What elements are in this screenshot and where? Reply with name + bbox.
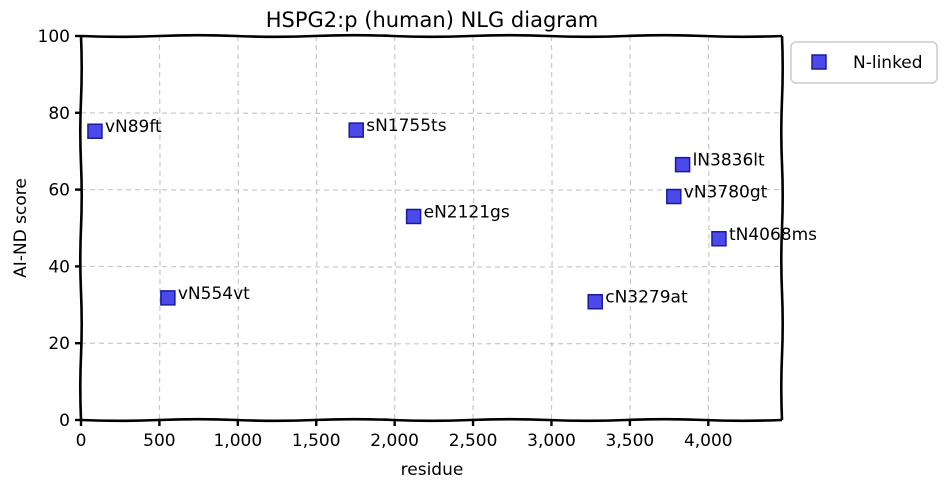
chart-title: HSPG2:p (human) NLG diagram — [266, 8, 599, 32]
legend-marker — [811, 54, 827, 70]
data-point-marker — [711, 231, 727, 247]
data-point-marker — [674, 156, 691, 173]
y-tick-label: 0 — [59, 411, 70, 431]
y-grid-line — [80, 112, 783, 114]
data-point-marker — [666, 188, 682, 205]
data-points: vN89ft vN554vt sN1755ts eN2121gs cN3279at vN3… — [87, 116, 817, 310]
x-grid-line — [550, 35, 553, 421]
x-tick-label: 2,000 — [370, 431, 419, 451]
legend-box — [790, 41, 938, 84]
data-point-marker — [587, 293, 603, 310]
frame-bottom — [80, 417, 783, 423]
frame-right — [780, 35, 784, 421]
x-tick-label: 3,000 — [527, 431, 576, 451]
x-grid-line — [472, 35, 475, 421]
x-tick-label: 2,500 — [449, 431, 498, 451]
legend: N-linked — [790, 41, 938, 84]
x-grid-line — [237, 35, 240, 421]
x-grid-line — [158, 35, 161, 421]
x-grid-line — [315, 35, 318, 421]
x-grid-line — [629, 35, 632, 421]
x-tick-label: 1,000 — [213, 431, 262, 451]
frame-left — [79, 35, 83, 421]
data-point-label: vN3780gt — [684, 183, 768, 203]
x-grid-line — [394, 35, 396, 421]
legend-label: N-linked — [853, 53, 923, 73]
y-grid-line — [80, 189, 783, 191]
x-tick-label: 0 — [76, 431, 87, 451]
x-tick-label: 1,500 — [292, 431, 341, 451]
data-point-label: tN4068ms — [729, 225, 817, 245]
data-point-label: vN89ft — [105, 117, 162, 137]
y-grid-line — [80, 265, 783, 268]
x-grid-line — [707, 35, 710, 421]
data-point-label: lN3836lt — [693, 151, 765, 171]
x-axis-label: residue — [401, 460, 464, 480]
x-tick-label: 3,500 — [606, 431, 655, 451]
y-grid-line — [80, 342, 783, 345]
x-tick-label: 500 — [143, 431, 175, 451]
y-tick-label: 20 — [48, 334, 70, 354]
frame-top — [80, 33, 783, 39]
y-tick-label: 40 — [48, 257, 70, 277]
x-tick-label: 4,000 — [684, 431, 733, 451]
plot-frame — [79, 33, 784, 423]
data-point-label: vN554vt — [178, 284, 250, 304]
y-tick-label: 100 — [38, 27, 70, 47]
axis-ticks: 0 500 1,000 1,500 2,000 2,500 3,000 3,500 4,000 0… — [38, 27, 733, 451]
y-axis-label: AI-ND score — [11, 178, 31, 278]
data-point-label: cN3279at — [605, 288, 688, 308]
y-tick-label: 60 — [48, 181, 70, 201]
data-point-marker — [87, 123, 103, 139]
data-point-marker — [405, 208, 422, 225]
grid — [80, 35, 783, 421]
y-tick-label: 80 — [48, 104, 70, 124]
data-point-label: eN2121gs — [424, 202, 510, 222]
data-point-marker — [160, 290, 176, 306]
data-point-marker — [348, 122, 364, 138]
data-point-label: sN1755ts — [366, 116, 447, 136]
